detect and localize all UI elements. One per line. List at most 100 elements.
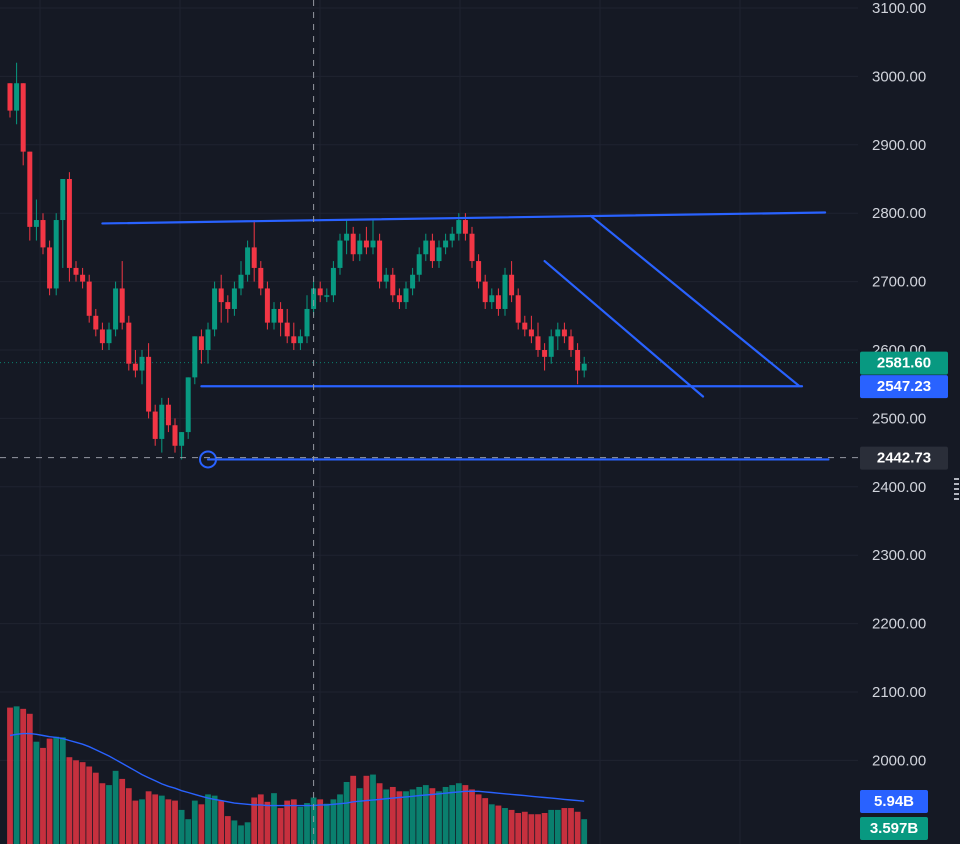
volume-bar xyxy=(350,775,357,844)
candle-body xyxy=(311,288,317,309)
volume-badge-text: 3.597B xyxy=(870,820,919,837)
candle-body xyxy=(80,274,86,282)
candle-body xyxy=(73,267,79,275)
candle-body xyxy=(106,329,112,344)
candle-body xyxy=(535,336,541,350)
volume-bar xyxy=(528,814,535,844)
volume-bar xyxy=(449,785,456,844)
volume-badge-bg xyxy=(860,817,928,840)
volume-bar xyxy=(158,795,165,844)
candle-body xyxy=(205,329,211,350)
price-axis-background xyxy=(858,0,960,844)
price-badge-bg xyxy=(860,375,948,399)
candle-body xyxy=(337,240,343,268)
volume-bar xyxy=(112,770,119,844)
volume-bar xyxy=(515,813,522,844)
candle-body xyxy=(198,336,204,350)
candle-series xyxy=(7,62,587,460)
volume-bar xyxy=(191,800,198,844)
candle-body xyxy=(159,404,165,439)
volume-bar xyxy=(13,706,20,844)
candle-body xyxy=(291,336,297,344)
volume-bar xyxy=(554,809,561,844)
volume-bar xyxy=(574,811,581,844)
candle-body xyxy=(172,425,178,446)
candle-body xyxy=(212,288,218,330)
channel-lower-line[interactable] xyxy=(543,259,705,398)
price-badge-text: 2581.60 xyxy=(877,355,931,372)
volume-bar xyxy=(304,803,310,844)
candle-body xyxy=(284,322,290,337)
volume-bar xyxy=(86,766,93,844)
volume-bar xyxy=(403,791,409,844)
price-tick-label: 2500.00 xyxy=(872,410,926,427)
candle-body xyxy=(47,247,53,289)
candle-body xyxy=(192,336,198,378)
candle-body xyxy=(33,220,39,227)
candle-body xyxy=(522,322,528,330)
last-price-badge: 2581.60 xyxy=(860,351,948,375)
candle-body xyxy=(238,274,244,289)
volume-bar xyxy=(99,783,106,844)
volume-bar xyxy=(106,785,112,844)
price-tick-label: 2400.00 xyxy=(872,479,926,496)
volume-last-badge: 3.597B xyxy=(860,817,928,840)
candle-body xyxy=(126,322,132,364)
crosshair-price-badge: 2442.73 xyxy=(860,446,948,470)
volume-bar xyxy=(429,788,436,844)
price-tick-label: 3000.00 xyxy=(872,68,926,85)
volume-bar xyxy=(185,819,192,844)
volume-bar xyxy=(205,794,211,844)
candle-body xyxy=(139,356,145,371)
volume-bar xyxy=(20,708,27,844)
volume-bar xyxy=(581,819,588,844)
price-tick-label: 2300.00 xyxy=(872,547,926,564)
candle-body xyxy=(278,308,284,323)
volume-bar xyxy=(416,786,423,844)
volume-bar xyxy=(40,747,46,844)
volume-bar xyxy=(26,713,33,844)
volume-ma-line xyxy=(9,732,585,807)
candle-body xyxy=(350,233,356,255)
candle-body xyxy=(548,336,554,357)
price-tick-label: 3100.00 xyxy=(872,0,926,17)
volume-bar xyxy=(409,789,416,844)
volume-bar xyxy=(389,786,396,844)
candle-body xyxy=(119,288,125,323)
drawing-tools[interactable] xyxy=(101,211,830,469)
candle-body xyxy=(14,83,20,111)
candle-body xyxy=(495,295,501,309)
top-resistance-line[interactable] xyxy=(101,211,827,225)
candle-body xyxy=(396,295,402,303)
candle-body xyxy=(132,363,138,371)
volume-bar xyxy=(145,791,152,844)
volume-bar xyxy=(125,788,132,844)
volume-bar xyxy=(462,785,469,844)
channel-upper-line[interactable] xyxy=(589,214,800,387)
volume-badge-text: 5.94B xyxy=(874,793,914,810)
candle-body xyxy=(146,356,152,412)
candle-body xyxy=(179,432,185,446)
price-tick-label: 2200.00 xyxy=(872,616,926,633)
volume-ma-badge: 5.94B xyxy=(860,790,928,813)
price-tick-label: 2900.00 xyxy=(872,137,926,154)
volume-bar xyxy=(92,772,99,844)
anchor-handle-icon[interactable] xyxy=(199,450,217,469)
candle-body xyxy=(515,295,521,323)
volume-pane xyxy=(7,706,588,844)
candle-body xyxy=(469,233,475,262)
price-badge-bg xyxy=(860,446,948,470)
candle-body xyxy=(324,295,330,297)
candle-body xyxy=(264,288,270,323)
volume-bar xyxy=(535,814,541,844)
volume-badge-bg xyxy=(860,790,928,813)
volume-bar xyxy=(152,794,159,844)
candle-body xyxy=(7,83,13,111)
axis-drag-handle-icon[interactable] xyxy=(954,478,959,500)
candle-body xyxy=(66,179,72,268)
candle-body xyxy=(231,288,237,309)
volume-bar xyxy=(277,808,284,844)
candle-body xyxy=(218,288,224,303)
